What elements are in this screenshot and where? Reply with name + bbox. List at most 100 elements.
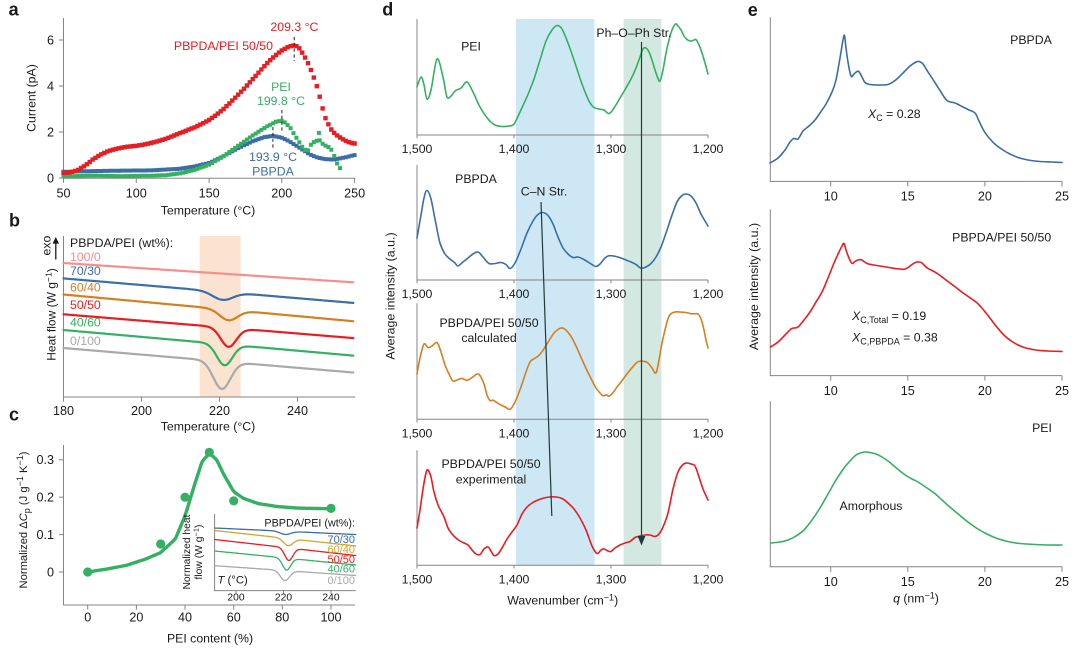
svg-text:1,200: 1,200 (693, 287, 724, 301)
svg-text:PBPDA: PBPDA (252, 165, 294, 179)
svg-text:1,200: 1,200 (693, 142, 724, 156)
svg-text:15: 15 (901, 190, 915, 204)
svg-text:Normalized heat: Normalized heat (182, 514, 193, 589)
svg-text:Average intensity (a.u.): Average intensity (a.u.) (384, 232, 398, 359)
svg-text:20: 20 (978, 575, 992, 589)
svg-text:10: 10 (824, 190, 838, 204)
svg-text:25: 25 (1055, 190, 1069, 204)
svg-text:10: 10 (824, 384, 838, 398)
svg-text:T (°C): T (°C) (218, 575, 248, 587)
svg-text:1,500: 1,500 (402, 427, 433, 441)
svg-text:Wavenumber (cm−1): Wavenumber (cm−1) (507, 593, 618, 608)
svg-text:calculated: calculated (461, 331, 517, 345)
svg-text:0: 0 (47, 565, 54, 579)
svg-text:200: 200 (227, 593, 244, 604)
svg-text:193.9 °C: 193.9 °C (249, 150, 297, 164)
svg-text:0/100: 0/100 (327, 575, 355, 587)
svg-text:PBPDA/PEI 50/50: PBPDA/PEI 50/50 (174, 39, 273, 53)
svg-text:200: 200 (271, 187, 292, 201)
svg-text:1,400: 1,400 (499, 142, 530, 156)
svg-text:1,500: 1,500 (402, 573, 433, 587)
svg-text:50: 50 (56, 187, 70, 201)
svg-text:150: 150 (199, 187, 220, 201)
svg-text:80: 80 (275, 610, 289, 624)
svg-text:exo: exo (40, 236, 54, 256)
svg-text:PEI: PEI (461, 40, 481, 54)
svg-text:100: 100 (320, 610, 341, 624)
svg-text:d: d (382, 0, 393, 20)
svg-text:40/60: 40/60 (327, 564, 355, 576)
svg-text:180: 180 (53, 404, 74, 418)
svg-text:240: 240 (287, 404, 308, 418)
svg-text:C–N Str.: C–N Str. (521, 185, 567, 199)
svg-text:1,300: 1,300 (596, 427, 627, 441)
svg-text:20: 20 (129, 610, 143, 624)
svg-text:70/30: 70/30 (327, 534, 355, 546)
svg-text:0.2: 0.2 (36, 491, 54, 505)
svg-text:PEI: PEI (1032, 421, 1052, 435)
svg-text:Heat flow (W g−1): Heat flow (W g−1) (44, 268, 59, 361)
svg-text:10: 10 (824, 575, 838, 589)
svg-text:Ph–O–Ph Str.: Ph–O–Ph Str. (596, 26, 671, 40)
svg-text:Temperature (°C): Temperature (°C) (161, 204, 255, 218)
svg-text:220: 220 (275, 593, 292, 604)
svg-text:60/40: 60/40 (70, 280, 101, 294)
svg-text:1,400: 1,400 (499, 573, 530, 587)
svg-text:250: 250 (344, 187, 365, 201)
svg-text:PEI: PEI (271, 80, 291, 94)
svg-text:0: 0 (47, 171, 54, 185)
svg-text:0.3: 0.3 (36, 453, 54, 467)
svg-text:50/50: 50/50 (327, 554, 355, 566)
svg-text:60: 60 (227, 610, 241, 624)
svg-text:PBPDA/PEI 50/50: PBPDA/PEI 50/50 (441, 457, 540, 471)
svg-text:2: 2 (47, 125, 54, 139)
svg-text:209.3 °C: 209.3 °C (270, 20, 318, 34)
svg-text:1,300: 1,300 (596, 287, 627, 301)
svg-text:100/0: 100/0 (70, 250, 101, 264)
svg-text:Current (pA): Current (pA) (24, 64, 38, 132)
svg-text:Temperature (°C): Temperature (°C) (161, 420, 255, 434)
svg-text:60/40: 60/40 (327, 544, 355, 556)
svg-text:XC = 0.28: XC = 0.28 (867, 107, 921, 123)
svg-text:flow (W g−1): flow (W g−1) (192, 525, 205, 580)
svg-text:6: 6 (47, 33, 54, 47)
svg-text:199.8 °C: 199.8 °C (257, 94, 305, 108)
svg-text:1,300: 1,300 (596, 142, 627, 156)
svg-text:0.1: 0.1 (36, 528, 54, 542)
svg-text:50/50: 50/50 (70, 298, 101, 312)
svg-text:4: 4 (47, 79, 54, 93)
svg-text:15: 15 (901, 575, 915, 589)
svg-text:0/100: 0/100 (70, 334, 101, 348)
svg-text:200: 200 (131, 404, 152, 418)
svg-text:1,400: 1,400 (499, 427, 530, 441)
svg-text:PBPDA: PBPDA (455, 172, 497, 186)
svg-text:70/30: 70/30 (70, 264, 101, 278)
svg-text:XC,Total = 0.19: XC,Total = 0.19 (851, 309, 926, 325)
svg-text:25: 25 (1055, 384, 1069, 398)
svg-text:PBPDA/PEI (wt%):: PBPDA/PEI (wt%): (264, 518, 355, 530)
svg-text:0: 0 (84, 610, 91, 624)
svg-text:1,300: 1,300 (596, 573, 627, 587)
svg-text:240: 240 (322, 593, 339, 604)
svg-text:PBPDA/PEI (wt%):: PBPDA/PEI (wt%): (70, 236, 173, 250)
svg-text:1,200: 1,200 (693, 427, 724, 441)
svg-text:1,500: 1,500 (402, 142, 433, 156)
svg-text:1,500: 1,500 (402, 287, 433, 301)
svg-text:PBPDA: PBPDA (1010, 33, 1052, 47)
svg-text:Average intensity (a.u.): Average intensity (a.u.) (747, 223, 761, 350)
svg-text:XC,PBPDA = 0.38: XC,PBPDA = 0.38 (851, 331, 938, 347)
svg-text:PEI content (%): PEI content (%) (167, 632, 253, 646)
svg-text:PBPDA/PEI 50/50: PBPDA/PEI 50/50 (952, 231, 1051, 245)
svg-text:40: 40 (178, 610, 192, 624)
svg-text:a: a (9, 0, 20, 20)
svg-text:1,200: 1,200 (693, 573, 724, 587)
svg-text:220: 220 (209, 404, 230, 418)
svg-text:100: 100 (126, 187, 147, 201)
svg-text:15: 15 (901, 384, 915, 398)
svg-text:Amorphous: Amorphous (840, 499, 903, 513)
svg-text:experimental: experimental (456, 473, 526, 487)
svg-text:25: 25 (1055, 575, 1069, 589)
svg-text:e: e (748, 0, 758, 20)
svg-text:c: c (9, 404, 19, 424)
svg-text:Normalized ΔCp (J g−1 K−1): Normalized ΔCp (J g−1 K−1) (15, 451, 32, 588)
